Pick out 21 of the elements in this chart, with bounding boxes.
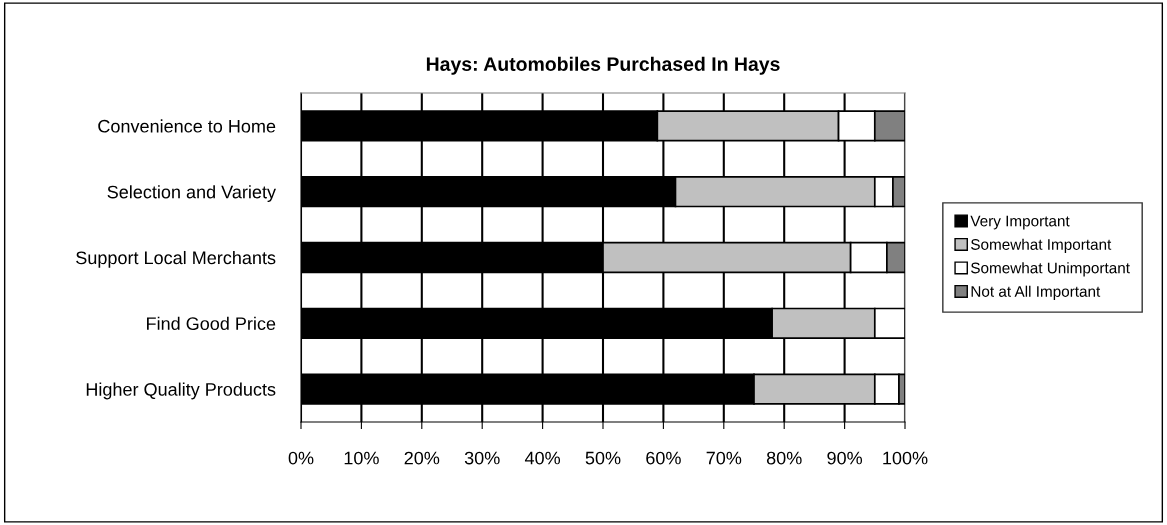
x-tick-label: 50% [585,451,621,465]
legend-label: Somewhat Unimportant [971,262,1130,277]
x-tick-label: 20% [404,451,440,465]
y-tick-label: Selection and Variety [107,185,276,202]
x-tick-label: 70% [706,451,742,465]
x-tick-label: 60% [646,451,681,465]
x-tick-label: 80% [766,451,802,465]
x-tick-label: 100% [883,451,928,465]
y-tick-label: Higher Quality Products [86,382,276,400]
x-tick-label: 0% [288,451,314,465]
x-tick-label: 90% [827,451,863,465]
y-tick-label: Support Local Merchants [76,250,276,268]
legend-label: Very Important [970,215,1070,230]
chart-title: Hays: Automobiles Purchased In Hays [426,56,780,75]
x-tick-label: 40% [524,451,561,465]
y-tick-label: Find Good Price [147,316,276,331]
legend-label: Not at All Important [971,285,1101,300]
y-tick-label: Convenience to Home [98,119,276,133]
x-tick-label: 10% [344,451,379,465]
x-tick-label: 30% [464,451,500,465]
legend-label: Somewhat Important [971,238,1112,253]
